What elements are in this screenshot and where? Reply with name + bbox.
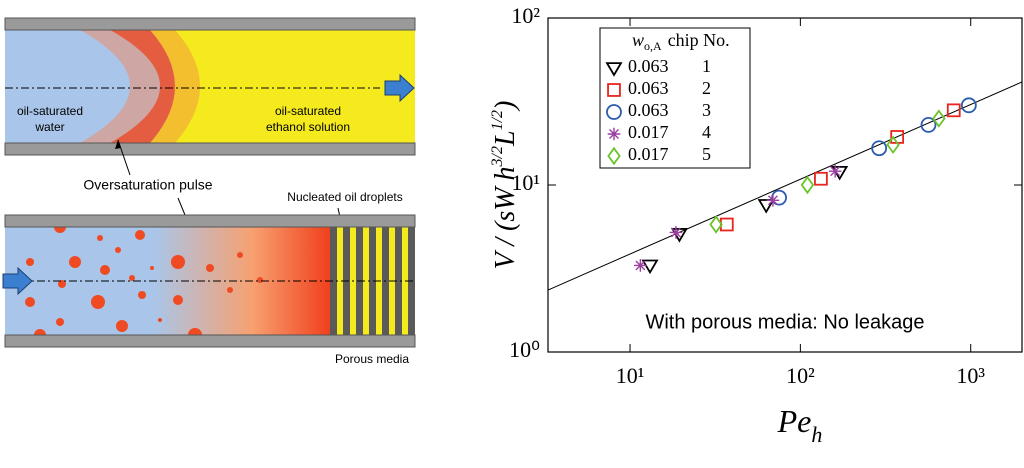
marker <box>946 103 961 118</box>
wall <box>4 334 416 348</box>
wall <box>4 142 416 156</box>
marker <box>920 117 937 133</box>
marker <box>641 259 659 275</box>
legend-marker <box>607 146 621 166</box>
pointer-head <box>115 140 121 149</box>
crescent <box>110 30 175 143</box>
diagram: oil-saturated water oil-saturated ethano… <box>2 17 416 366</box>
y-axis-label-end: ) <box>490 101 521 112</box>
legend-box <box>599 27 751 169</box>
legend-chip: 1 <box>702 56 711 76</box>
legend-marker <box>607 83 621 97</box>
label: oil-saturated <box>17 104 83 118</box>
label: Nucleated oil droplets <box>287 190 402 204</box>
chart: 10¹ 10² 10³ 10⁰ 10¹ 10² wo,A chip No. 0.063 1 0.06… <box>489 3 1023 447</box>
marker <box>709 215 723 234</box>
legend-label: 0.063 <box>628 56 669 76</box>
droplets <box>25 221 263 342</box>
y-tick-label: 10² <box>511 3 540 28</box>
label: Oversaturation pulse <box>83 177 212 193</box>
legend-chip: 3 <box>702 100 711 120</box>
marker <box>634 259 647 272</box>
marker <box>669 226 683 239</box>
legend-header-label: chip No. <box>668 30 730 50</box>
label: Porous media <box>335 352 409 366</box>
marker <box>757 199 775 214</box>
y-axis-label-mid: L <box>490 130 521 147</box>
marker <box>960 97 977 114</box>
marker <box>800 175 815 195</box>
legend-chip: 2 <box>702 78 711 98</box>
legend-chip: 5 <box>702 144 711 164</box>
legend-label: 0.063 <box>628 78 669 98</box>
x-tick-label: 10³ <box>956 363 985 388</box>
y-tick-label: 10⁰ <box>509 337 540 362</box>
legend-marker <box>605 62 623 77</box>
legend-label: 0.017 <box>628 122 669 142</box>
marker <box>766 193 780 207</box>
legend-header: wo,A chip No. <box>632 30 730 53</box>
y-axis-label-main: V / (sW h <box>490 166 521 269</box>
y-axis-label-sup: 1/2 <box>489 110 506 130</box>
x-axis-label: Peh <box>777 403 823 447</box>
label: water <box>34 120 64 134</box>
marker <box>886 135 900 155</box>
x-tick-label: 10¹ <box>616 363 645 388</box>
label: ethanol solution <box>266 120 350 134</box>
flow-arrow <box>384 73 415 103</box>
flow-arrow <box>2 266 33 296</box>
x-axis-label-sub: h <box>811 422 822 447</box>
marker <box>814 171 828 186</box>
legend-marker <box>606 104 622 120</box>
legend-label: 0.063 <box>628 100 669 120</box>
x-tick-label: 10² <box>786 363 815 388</box>
legend-label: 0.017 <box>628 144 669 164</box>
wall <box>4 214 416 228</box>
x-axis-label-main: Pe <box>777 403 812 439</box>
marker <box>771 189 787 206</box>
marker <box>932 109 946 128</box>
wall <box>4 17 416 31</box>
label: oil-saturated <box>275 104 341 118</box>
legend-header-subscript: o,A <box>644 39 662 53</box>
marker <box>871 140 888 157</box>
annotation: With porous media: No leakage <box>645 311 924 333</box>
crescent-edge <box>150 30 200 143</box>
y-axis-label-sup: 3/2 <box>489 146 506 167</box>
legend-header-symbol: w <box>632 30 644 50</box>
legend-marker <box>607 127 621 141</box>
marker <box>828 164 842 178</box>
y-tick-label: 10¹ <box>511 170 540 195</box>
crescent-edge <box>80 30 160 143</box>
legend-chip: 4 <box>702 122 711 142</box>
y-axis-label: V / (sW h3/2L1/2) <box>489 101 522 270</box>
